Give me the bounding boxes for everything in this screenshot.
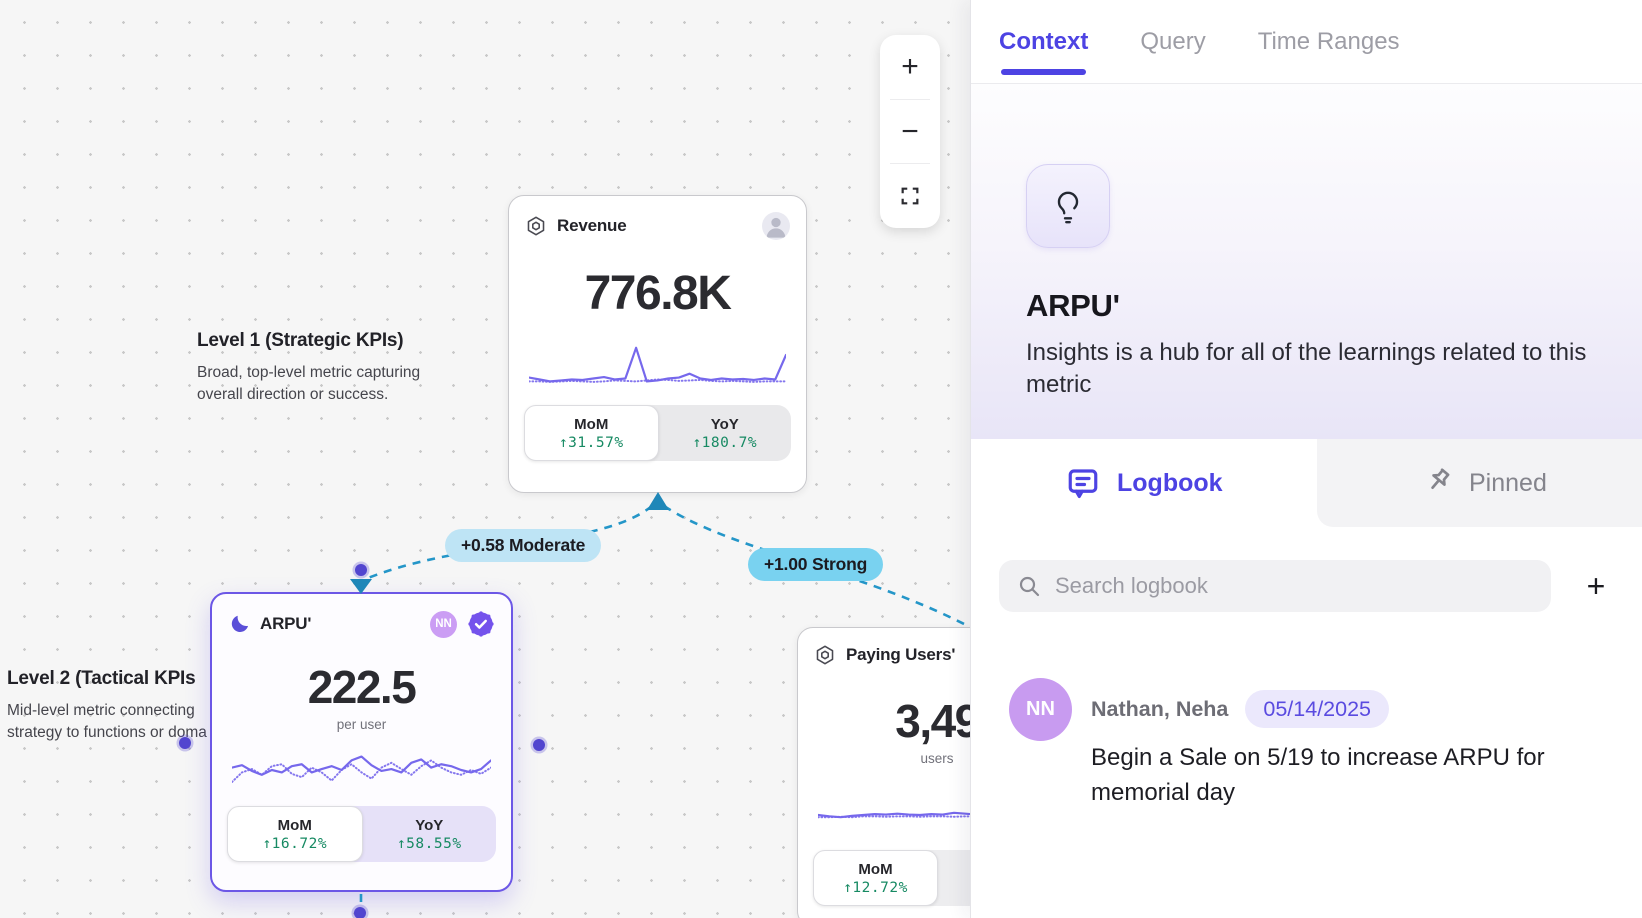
entry-date-badge: 05/14/2025 — [1245, 690, 1389, 728]
hexagon-metric-icon — [814, 644, 836, 666]
revenue-card-title: Revenue — [557, 216, 627, 235]
logbook-search-box[interactable] — [999, 560, 1551, 612]
paying-sparkline — [818, 782, 970, 826]
tab-time-ranges[interactable]: Time Ranges — [1257, 27, 1400, 55]
collaborator-badge: NN — [430, 610, 457, 638]
up-arrow-icon: ↑ — [262, 835, 272, 852]
revenue-sparkline — [529, 343, 786, 391]
level-1-description: Broad, top-level metric capturing overal… — [197, 364, 421, 403]
revenue-yoy-stat[interactable]: YoY ↑180.7% — [692, 415, 758, 451]
revenue-value: 776.8K — [584, 267, 732, 320]
arpu-stat-footer: MoM ↑16.72% YoY ↑58.55% — [227, 806, 496, 862]
arpu-mom-stat[interactable]: MoM ↑16.72% — [227, 806, 363, 862]
zoom-in-button[interactable]: + — [901, 49, 919, 83]
canvas-zoom-toolbar: + − — [880, 35, 940, 228]
panel-tab-bar: Context Query Time Ranges — [971, 0, 1642, 84]
metric-subtitle: Insights is a hub for all of the learnin… — [1026, 339, 1587, 398]
search-icon — [1019, 576, 1040, 597]
add-entry-button[interactable]: + — [1586, 567, 1606, 604]
logbook-search-row: + — [999, 560, 1614, 612]
paying-value: 3,49 — [895, 695, 970, 747]
logbook-icon — [1068, 469, 1098, 499]
correlation-label-moderate[interactable]: +0.58 Moderate — [445, 529, 602, 562]
divider — [890, 163, 930, 165]
tab-pinned[interactable]: Pinned — [1317, 439, 1642, 527]
metric-title: ARPU' — [1026, 288, 1120, 323]
paying-unit: users — [920, 751, 954, 766]
entry-content: Nathan, Neha 05/14/2025 Begin a Sale on … — [1091, 678, 1606, 811]
metric-tree-canvas[interactable]: Level 1 (Strategic KPIs) Broad, top-leve… — [0, 0, 970, 918]
logbook-entry[interactable]: NN Nathan, Neha 05/14/2025 Begin a Sale … — [1009, 678, 1614, 811]
fit-view-button[interactable] — [880, 164, 940, 228]
paying-mom-stat[interactable]: MoM ↑12.72% — [813, 850, 938, 906]
arpu-handle-top[interactable] — [352, 561, 370, 579]
arpu-value: 222.5 — [307, 661, 417, 713]
entry-text: Begin a Sale on 5/19 to increase ARPU fo… — [1091, 744, 1545, 806]
paying-yoy-stat[interactable] — [938, 850, 970, 906]
fullscreen-icon — [901, 187, 919, 205]
paying-stat-footer: MoM ↑12.72% — [813, 850, 970, 906]
arpu-handle-bottom[interactable] — [351, 904, 369, 918]
metric-card-paying-users[interactable]: Paying Users' 3,49 users MoM ↑12.72% — [797, 627, 970, 918]
verified-check-icon — [467, 610, 495, 638]
search-input[interactable] — [1055, 573, 1533, 599]
arpu-yoy-stat[interactable]: YoY ↑58.55% — [396, 816, 462, 852]
hexagon-metric-icon — [525, 215, 547, 237]
revenue-mom-stat[interactable]: MoM ↑31.57% — [524, 405, 659, 461]
arpu-unit: per user — [336, 717, 387, 732]
pinned-tab-label: Pinned — [1469, 468, 1547, 497]
pin-icon — [1431, 468, 1450, 490]
arpu-card-header: ARPU' NN — [212, 594, 511, 638]
metric-card-arpu[interactable]: ARPU' NN 222.5 per user MoM ↑16 — [210, 592, 513, 892]
up-arrow-icon: ↑ — [396, 835, 407, 852]
arpu-card-title: ARPU' — [260, 614, 312, 633]
correlation-label-strong[interactable]: +1.00 Strong — [748, 548, 884, 581]
logbook-tab-bar: Pinned Logbook — [971, 439, 1642, 527]
lightbulb-icon-tile — [1026, 164, 1110, 248]
entry-author: Nathan, Neha — [1091, 696, 1229, 721]
level-1-label: Level 1 (Strategic KPIs) Broad, top-leve… — [197, 330, 442, 406]
metric-hero-section: ARPU' Insights is a hub for all of the l… — [971, 84, 1642, 439]
revenue-stat-footer: MoM ↑31.57% YoY ↑180.7% — [524, 405, 791, 461]
lightbulb-icon — [1057, 191, 1079, 224]
owner-avatar-icon — [762, 212, 790, 240]
logbook-tab-label: Logbook — [1117, 468, 1223, 497]
crescent-moon-icon — [228, 613, 250, 635]
tab-query[interactable]: Query — [1140, 27, 1206, 55]
level-2-title: Level 2 (Tactical KPIs — [7, 668, 196, 689]
level-2-description: Mid-level metric connecting strategy to … — [7, 702, 207, 741]
insights-panel: Context Query Time Ranges ARPU' Insights… — [970, 0, 1642, 918]
revenue-card-header: Revenue — [509, 196, 806, 240]
zoom-out-button[interactable]: − — [901, 114, 919, 148]
arpu-handle-right[interactable] — [530, 736, 548, 754]
entry-header: Nathan, Neha 05/14/2025 — [1091, 690, 1606, 728]
up-arrow-icon: ↑ — [558, 434, 569, 451]
entry-avatar: NN — [1009, 678, 1072, 741]
up-arrow-icon: ↑ — [692, 434, 702, 451]
tab-logbook[interactable]: Logbook — [1065, 439, 1223, 527]
level-1-title: Level 1 (Strategic KPIs) — [197, 330, 404, 351]
metric-card-revenue[interactable]: Revenue 776.8K MoM ↑31.57% YoY ↑180.7% — [508, 195, 807, 493]
paying-card-header: Paying Users' — [798, 628, 970, 666]
arpu-sparkline — [232, 746, 491, 794]
divider — [890, 98, 930, 100]
arrow-into-revenue — [647, 492, 669, 510]
tab-context[interactable]: Context — [999, 0, 1088, 83]
paying-card-title: Paying Users' — [846, 645, 956, 664]
up-arrow-icon: ↑ — [843, 879, 853, 896]
level-2-label: Level 2 (Tactical KPIs Mid-level metric … — [7, 668, 239, 744]
